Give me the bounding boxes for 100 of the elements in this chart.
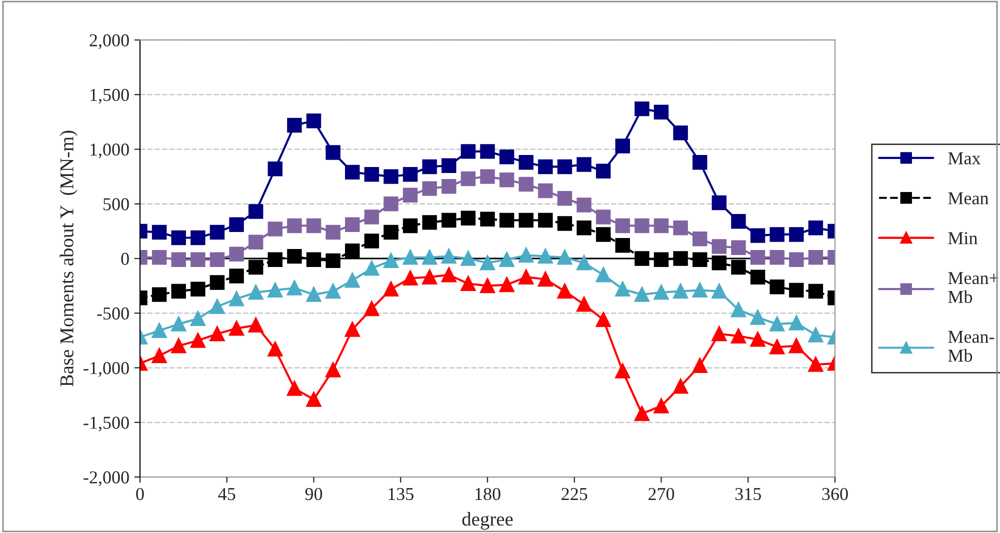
legend-label: Mean+ Mb xyxy=(948,272,998,304)
legend-label: Min xyxy=(948,232,978,244)
point xyxy=(770,280,784,294)
point xyxy=(808,250,824,265)
point xyxy=(499,172,514,188)
point xyxy=(731,240,746,255)
point xyxy=(557,159,572,174)
point xyxy=(596,210,611,224)
x-axis-title: degree xyxy=(462,512,513,530)
point xyxy=(731,328,746,344)
y-axis-title: Base Moments about Y (MN-m) xyxy=(60,130,78,387)
point xyxy=(152,348,167,364)
point xyxy=(306,392,322,407)
point xyxy=(190,282,206,296)
point xyxy=(673,251,688,266)
point xyxy=(480,144,495,159)
x-tick-label: 90 xyxy=(305,488,322,500)
point xyxy=(326,362,340,378)
point xyxy=(712,326,727,342)
point xyxy=(480,278,495,294)
point xyxy=(326,253,340,268)
point xyxy=(518,248,534,263)
point xyxy=(615,218,630,234)
point xyxy=(306,252,322,267)
point xyxy=(210,299,225,314)
point xyxy=(422,250,437,265)
x-tick-label: 360 xyxy=(822,488,848,500)
point xyxy=(789,338,804,354)
point xyxy=(171,252,186,267)
point xyxy=(576,297,592,312)
point xyxy=(538,272,553,287)
point xyxy=(499,252,514,267)
point xyxy=(268,252,282,267)
y-tick-label: 1,000 xyxy=(90,143,129,158)
point xyxy=(345,322,360,337)
point xyxy=(518,212,534,228)
point xyxy=(326,224,340,240)
point xyxy=(634,101,650,116)
point xyxy=(712,284,727,299)
point xyxy=(287,381,302,396)
point xyxy=(480,169,495,184)
x-tick-label: 0 xyxy=(136,488,144,500)
point xyxy=(615,238,630,253)
point xyxy=(789,252,804,267)
point xyxy=(422,159,437,174)
point xyxy=(190,333,206,348)
point xyxy=(268,222,282,236)
point xyxy=(557,250,572,265)
point xyxy=(171,316,186,332)
point xyxy=(229,246,244,262)
point xyxy=(731,260,746,275)
point xyxy=(345,217,360,232)
point xyxy=(248,204,264,219)
y-tick-label: -1,000 xyxy=(84,362,129,377)
point xyxy=(808,220,824,236)
point xyxy=(402,218,418,234)
point xyxy=(248,318,264,333)
point xyxy=(442,179,456,194)
point xyxy=(750,270,766,284)
point xyxy=(364,260,380,276)
point xyxy=(229,321,244,336)
point xyxy=(442,212,456,228)
point xyxy=(229,292,244,306)
point xyxy=(306,218,322,234)
point xyxy=(654,398,669,414)
point xyxy=(422,270,437,284)
point xyxy=(499,150,514,164)
point xyxy=(596,227,611,242)
point xyxy=(654,104,669,120)
point xyxy=(480,212,495,227)
point xyxy=(402,167,418,182)
point xyxy=(422,181,437,196)
point xyxy=(692,252,708,267)
point xyxy=(557,191,572,206)
point xyxy=(770,227,784,242)
point xyxy=(692,358,708,373)
point xyxy=(190,230,206,246)
point xyxy=(190,252,206,267)
point xyxy=(673,220,688,236)
point xyxy=(364,234,380,248)
point xyxy=(576,157,592,172)
point xyxy=(229,217,244,232)
point xyxy=(596,164,611,178)
point xyxy=(557,284,572,299)
point xyxy=(152,323,167,338)
y-tick-label: -500 xyxy=(97,307,129,320)
point xyxy=(770,316,784,332)
point xyxy=(808,357,824,372)
point xyxy=(673,125,688,140)
point xyxy=(287,280,302,296)
point xyxy=(789,316,804,330)
point xyxy=(402,250,418,265)
point xyxy=(248,234,264,250)
point xyxy=(345,273,360,288)
point xyxy=(287,218,302,234)
point xyxy=(789,227,804,242)
point xyxy=(576,220,592,236)
x-tick-label: 135 xyxy=(388,488,414,500)
point xyxy=(673,284,688,299)
point xyxy=(364,167,380,182)
